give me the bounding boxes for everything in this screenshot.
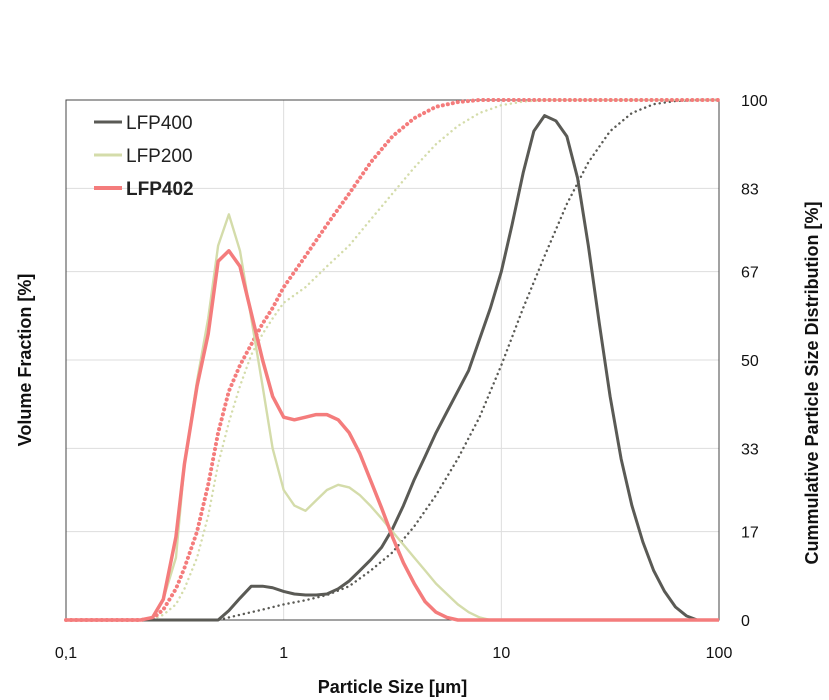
right-y-tick-label: 100 [741,93,768,110]
right-y-tick-label: 67 [741,265,759,282]
series-lfp402-cumulative-line [64,98,721,622]
right-y-axis-label: Cummulative Particle Size Distribution [… [802,201,822,564]
series-lfp402-line [66,249,719,622]
right-y-tick-label: 83 [741,181,759,198]
legend-label-lfp200: LFP200 [126,146,193,167]
x-axis-label: Particle Size [µm] [318,677,467,697]
right-y-tick-label: 17 [741,525,759,542]
legend-label-lfp400: LFP400 [126,113,193,134]
series-lfp200-cumulative-line [64,98,721,622]
x-tick-labels: 0,1 1 10 100 [55,645,733,662]
right-y-tick-label: 33 [741,441,759,458]
series-lfp400-line [66,114,719,622]
plot-frame [65,99,720,621]
right-y-tick-label: 0 [741,613,750,630]
right-y-tick-label: 50 [741,353,759,370]
series-lfp200-line [66,213,719,622]
legend-label-lfp402: LFP402 [126,179,194,200]
x-tick-label: 100 [706,645,733,662]
x-tick-label: 0,1 [55,645,77,662]
right-y-tick-labels: 0 17 33 50 67 83 100 [741,93,768,630]
x-tick-label: 10 [492,645,510,662]
series-layer [64,98,721,622]
grid [65,99,720,621]
legend: LFP400 LFP200 LFP402 [94,113,194,200]
x-tick-label: 1 [279,645,288,662]
left-y-axis-label: Volume Fraction [%] [15,274,35,447]
